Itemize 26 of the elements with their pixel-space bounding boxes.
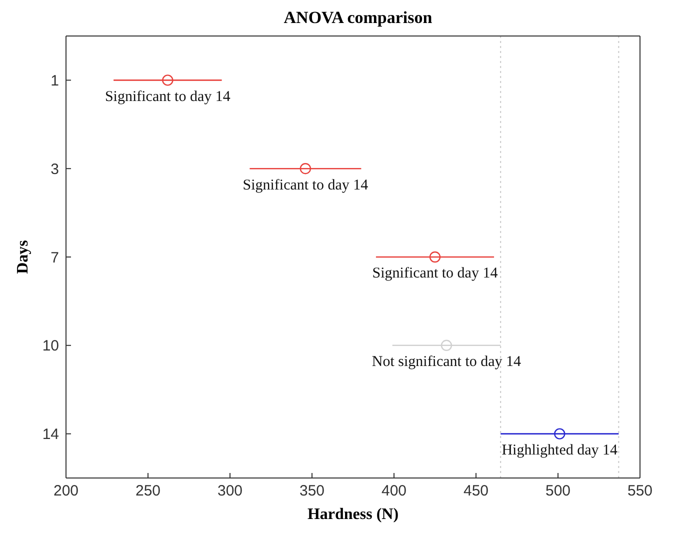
y-tick-label: 14 <box>42 426 59 444</box>
point <box>162 74 174 86</box>
x-axis-title: Hardness (N) <box>307 506 399 523</box>
x-tick-label: 300 <box>217 482 243 500</box>
y-tick-label: 10 <box>42 338 59 355</box>
annotation: Significant to day 14 <box>104 88 231 105</box>
x-tick-label: 250 <box>135 482 161 500</box>
y-tick-label: 3 <box>50 160 59 178</box>
annotation: Highlighted day 14 <box>502 442 618 458</box>
y-axis-title: Days <box>14 240 32 274</box>
x-tick-label: 400 <box>381 482 407 500</box>
point <box>300 163 312 174</box>
x-tick-label: 500 <box>545 482 571 500</box>
annotation: Significant to day 14 <box>372 266 498 282</box>
annotation: Significant to day 14 <box>242 177 369 194</box>
y-tick-label: 7 <box>50 249 59 266</box>
x-tick-label: 350 <box>299 482 325 500</box>
x-tick-label: 200 <box>53 482 79 500</box>
point <box>440 340 452 351</box>
chart-title: ANOVA comparison <box>282 8 434 28</box>
point <box>554 428 566 440</box>
y-tick-label: 1 <box>50 72 59 90</box>
point <box>429 251 441 263</box>
x-tick-label: 450 <box>463 482 489 500</box>
annotation: Not significant to day 14 <box>372 354 522 370</box>
x-tick-label: 550 <box>627 482 653 500</box>
